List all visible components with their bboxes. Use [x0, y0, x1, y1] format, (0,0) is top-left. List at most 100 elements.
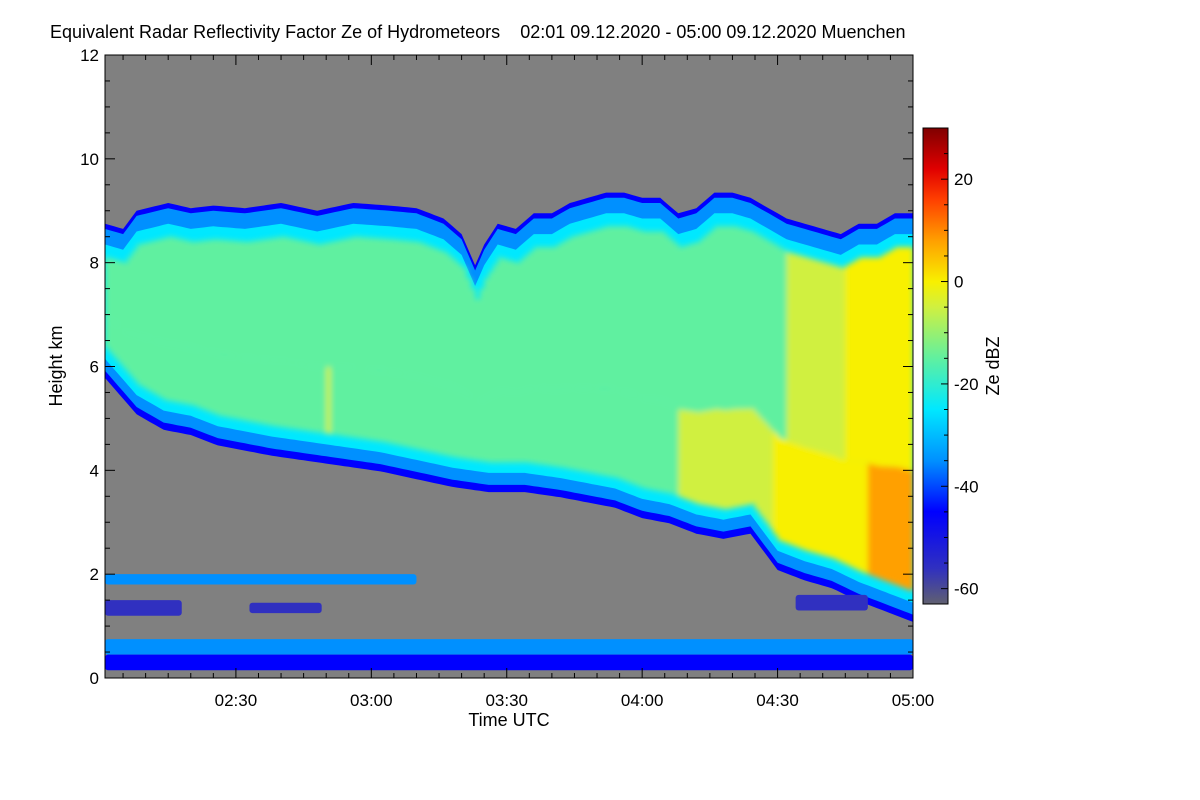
cloud-column-lower — [393, 373, 399, 445]
cloud-column-upper — [637, 230, 643, 397]
cloud-column-upper — [339, 239, 345, 368]
cloud-column-lower — [272, 360, 278, 427]
cloud-column-upper — [348, 237, 354, 368]
cloud-column-upper — [524, 254, 530, 390]
cloud-column-lower — [303, 364, 309, 431]
cloud-column-upper — [750, 231, 756, 409]
cloud-column-lower — [457, 390, 463, 458]
cloud-column-lower — [628, 393, 634, 484]
cloud-column-lower — [551, 389, 557, 467]
cloud-column-lower — [321, 366, 327, 434]
cloud-column-upper — [389, 239, 395, 373]
cloud-column-lower — [294, 363, 300, 430]
cloud-column-lower — [263, 359, 269, 425]
cloud-column-lower — [461, 391, 467, 459]
cloud-column-lower — [434, 381, 440, 454]
cloud-column-lower — [348, 367, 354, 438]
cloud-column-lower — [682, 410, 688, 499]
cloud-column-lower — [714, 409, 720, 508]
cloud-column-upper — [249, 241, 255, 359]
cloud-column-lower — [655, 400, 661, 492]
y-axis-label: Height km — [46, 325, 66, 406]
cloud-column-lower — [308, 365, 314, 432]
cloud-column-lower — [326, 367, 332, 434]
cloud-column-lower — [588, 388, 594, 473]
cloud-column-lower — [136, 335, 142, 385]
cloud-column-upper — [190, 241, 196, 349]
cloud-column-upper — [646, 231, 652, 400]
reflectivity-heatmap — [105, 192, 913, 671]
cloud-column-upper — [326, 242, 332, 367]
cloud-column-lower — [723, 410, 729, 510]
cloud-column-lower — [285, 361, 291, 429]
cloud-column-lower — [299, 363, 305, 431]
cloud-column-upper — [439, 250, 445, 384]
cloud-column-lower — [795, 445, 801, 548]
colorbar-tick-label: 0 — [954, 273, 963, 292]
cloud-column-upper — [777, 247, 783, 438]
cloud-column-lower — [696, 412, 702, 505]
cloud-column-lower — [782, 439, 788, 543]
cloud-column-lower — [885, 466, 891, 582]
cloud-column-upper — [908, 247, 913, 471]
cloud-column-lower — [908, 470, 913, 591]
cloud-column-upper — [168, 236, 174, 344]
cloud-column-upper — [290, 238, 296, 363]
cloud-column-lower — [687, 411, 693, 501]
cloud-column-lower — [755, 413, 761, 511]
cloud-column-lower — [836, 457, 842, 561]
cloud-column-lower — [845, 460, 851, 565]
cloud-column-lower — [199, 350, 205, 409]
cloud-column-lower — [105, 316, 111, 349]
cloud-column-upper — [588, 231, 594, 389]
cloud-column-upper — [204, 240, 210, 351]
x-axis: 02:30 03:00 03:30 04:00 04:30 05:00 — [122, 55, 935, 710]
cloud-column-lower — [240, 357, 246, 421]
cloud-column-upper — [177, 238, 183, 346]
cloud-column-lower — [777, 437, 783, 541]
cloud-column-lower — [339, 367, 345, 436]
cloud-column-upper — [407, 241, 413, 376]
cloud-column-lower — [759, 418, 765, 517]
cloud-column-upper — [845, 265, 851, 461]
cloud-column-upper — [217, 239, 223, 355]
cloud-column-upper — [181, 239, 187, 347]
cloud-column-upper — [502, 258, 508, 392]
cloud-column-lower — [619, 391, 625, 480]
cloud-column-upper — [547, 247, 553, 390]
cloud-column-lower — [574, 388, 580, 471]
cloud-column-lower — [416, 376, 422, 450]
cloud-column-upper — [687, 244, 693, 411]
cloud-column-upper — [682, 245, 688, 411]
cloud-column-upper — [371, 238, 377, 370]
cloud-column-upper — [105, 257, 111, 317]
cloud-column-lower — [375, 370, 381, 442]
x-tick-label: 05:00 — [892, 691, 935, 710]
cloud-column-upper — [624, 226, 630, 393]
cloud-column-upper — [141, 243, 147, 337]
cloud-column-upper — [244, 241, 250, 359]
colorbar-label: Ze dBZ — [983, 336, 1003, 395]
cloud-column-upper — [114, 260, 120, 325]
cloud-column-upper — [849, 262, 855, 461]
colorbar: 20 0 -20 -40 -60 — [922, 127, 979, 605]
cloud-column-upper — [705, 234, 711, 411]
cloud-column-upper — [840, 267, 846, 460]
cloud-column-upper — [222, 240, 228, 355]
cloud-column-lower — [479, 400, 485, 462]
cloud-column-lower — [244, 358, 250, 421]
cloud-column-upper — [601, 227, 607, 389]
cloud-column-upper — [506, 260, 512, 392]
cloud-column-upper — [709, 230, 715, 410]
cloud-column-upper — [768, 241, 774, 429]
cloud-column-lower — [524, 389, 530, 463]
cloud-column-lower — [258, 359, 264, 424]
cloud-column-upper — [628, 227, 634, 394]
colorbar-tick-label: -20 — [954, 375, 979, 394]
cloud-column-upper — [881, 254, 887, 467]
cloud-column-lower — [579, 388, 585, 472]
cloud-column-upper — [615, 226, 621, 390]
cloud-column-upper — [691, 243, 697, 412]
cloud-column-upper — [592, 230, 598, 389]
cloud-column-lower — [132, 334, 138, 380]
